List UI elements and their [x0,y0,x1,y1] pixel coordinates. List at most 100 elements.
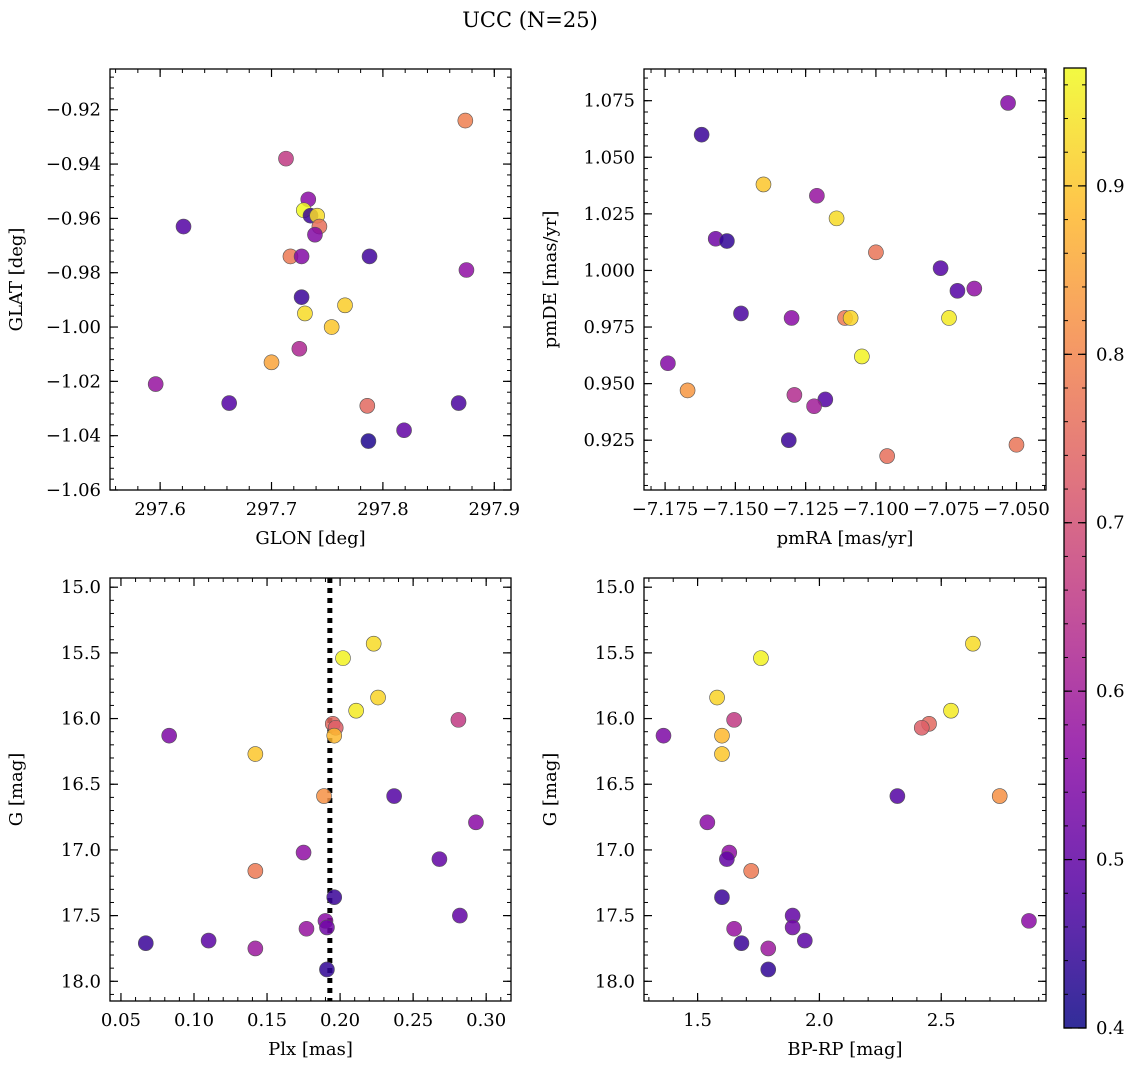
data-point [307,226,323,243]
colorbar-tick-label: 0.8 [1096,344,1125,365]
data-point [753,650,769,666]
data-point [458,262,475,278]
scatter-panel-4: 1.5 2.0 2.5 15.0 15.5 16.0 16.5 17.0 17.5 18.0 BP-… [540,577,1047,1060]
x-tick-label: 0.20 [320,1010,360,1031]
y-tick-label: 18.0 [61,971,101,992]
x-tick-label: 297.7 [246,499,298,520]
data-point [828,210,845,227]
x-tick-label: −7.175 [632,499,699,520]
y-tick-label: −1.02 [46,371,101,392]
data-point [733,305,749,322]
y-tick-label: 15.0 [61,577,101,598]
data-point [278,150,294,167]
y-axis-label: G [mag] [540,753,561,826]
data-point [200,932,217,949]
data-point [965,635,981,652]
data-point [760,961,777,978]
y-tick-label: 0.950 [583,374,635,395]
data-point [1000,95,1016,111]
data-point [755,176,772,193]
data-point [743,863,760,879]
data-point [719,851,735,867]
y-tick-label: −1.06 [46,480,101,501]
data-point [370,689,386,706]
x-tick-label: 2.0 [805,1010,834,1031]
data-point [365,635,382,652]
data-point [337,297,353,314]
data-point [319,919,335,936]
colorbar-tick-label: 0.7 [1096,513,1125,534]
colorbar-tick-label: 0.4 [1096,1018,1125,1039]
data-point [943,702,959,719]
data-point [431,851,448,867]
data-point [714,727,730,744]
y-tick-label: 0.925 [583,430,635,451]
data-point [714,746,730,762]
x-tick-label: 297.9 [469,499,521,520]
x-tick-label: −7.100 [843,499,910,520]
x-tick-label: 0.10 [174,1010,214,1031]
data-point [316,788,332,804]
x-tick-label: −7.050 [983,499,1050,520]
scatter-panel-2: −7.175 −7.150 −7.125 −7.100 −7.075 −7.050 0.92… [540,68,1050,549]
y-tick-label: 17.5 [61,906,101,927]
data-point [719,233,735,249]
data-point [714,889,730,906]
figure-title: UCC (N=25) [462,8,598,32]
data-point [809,187,825,204]
colorbar-gradient [1064,68,1086,1028]
axes-frame [643,577,1047,1002]
y-tick-label: −0.98 [46,263,101,284]
data-point [247,940,264,957]
data-point [319,961,335,978]
data-point [889,788,906,804]
data-point [293,289,310,305]
colorbar-tick-label: 0.5 [1096,850,1125,871]
data-point [655,727,672,744]
data-point [941,310,957,326]
x-axis-label: Plx [mas] [268,1039,353,1060]
y-tick-label: 17.0 [61,840,101,861]
data-point [660,355,676,372]
data-point [221,395,237,411]
data-point [868,244,884,261]
x-tick-label: 0.30 [466,1010,506,1031]
x-axis-label: pmRA [mas/yr] [777,528,914,549]
data-point [796,932,813,949]
y-tick-label: 16.0 [595,709,635,730]
x-tick-label: −7.125 [772,499,839,520]
y-tick-label: −0.94 [46,154,101,175]
y-axis-label: GLAT [deg] [6,228,27,332]
data-point [326,889,343,906]
x-axis-label: BP-RP [mag] [787,1039,902,1060]
y-axis-label: pmDE [mas/yr] [540,211,561,349]
data-point [693,126,710,143]
data-point [360,433,377,449]
data-point [450,712,467,728]
y-tick-label: 17.5 [595,906,635,927]
data-point [780,432,797,449]
x-tick-label: 0.25 [393,1010,433,1031]
x-tick-label: −7.150 [702,499,769,520]
data-point [348,702,364,719]
x-tick-label: 1.5 [683,1010,712,1031]
data-point [137,935,154,951]
data-point [913,719,930,736]
y-tick-label: 15.0 [595,577,635,598]
data-point [335,650,351,666]
y-tick-label: 1.000 [583,260,635,281]
data-point [786,387,803,403]
data-point [161,727,177,744]
y-tick-label: −0.96 [46,208,101,229]
data-point [298,920,315,937]
data-point [396,422,412,439]
data-point [733,935,750,951]
colorbar-tick-label: 0.6 [1096,681,1125,702]
data-point [760,940,777,957]
y-tick-label: 0.975 [583,317,635,338]
data-point [247,863,264,879]
data-point [966,280,983,297]
x-tick-label: 297.6 [134,499,186,520]
data-point [175,218,192,235]
y-tick-label: 1.025 [583,204,635,225]
